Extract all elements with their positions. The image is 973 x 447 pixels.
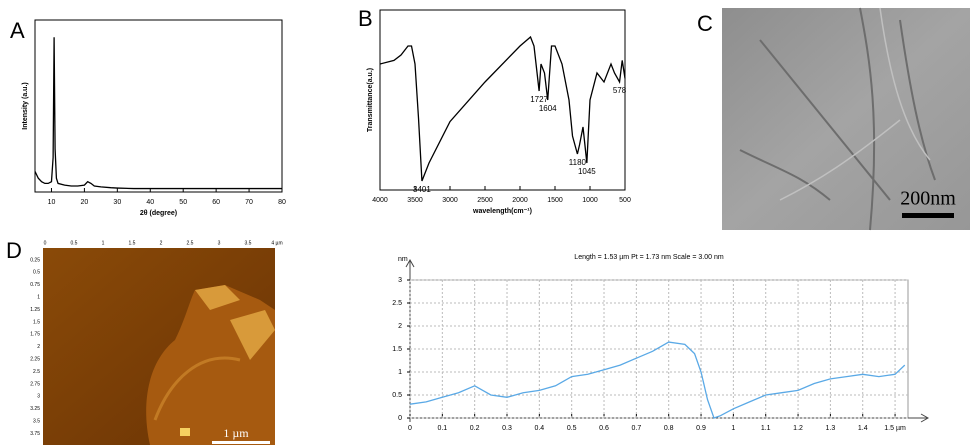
y-tick-label: 1 — [398, 369, 402, 376]
afm-tick-label: 3.5 — [245, 240, 252, 246]
x-tick-label: 4000 — [372, 197, 388, 204]
afm-tick-label: 1.25 — [30, 307, 40, 313]
x-tick-label: 60 — [212, 199, 220, 206]
x-tick-label: 2000 — [512, 197, 528, 204]
data-line — [409, 341, 906, 419]
afm-tick-label: 3.75 — [30, 431, 40, 437]
afm-tick-label: 3 — [218, 240, 221, 246]
afm-tick-label: 0.5 — [71, 240, 78, 246]
panel-label: B — [358, 6, 373, 31]
peak-label: 578 — [613, 86, 627, 95]
x-tick-label: 1000 — [582, 197, 598, 204]
peak-label: 1045 — [578, 167, 596, 176]
y-tick-label: 2.5 — [392, 300, 402, 307]
x-tick-label: 1.1 — [761, 425, 771, 432]
afm-tick-label: 2 — [37, 344, 40, 350]
tem-image: 200nm — [722, 7, 970, 231]
x-tick-label: 3500 — [407, 197, 423, 204]
data-line — [379, 35, 626, 182]
scale-bar-label: 200nm — [900, 188, 956, 210]
afm-tick-label: 4 µm — [271, 240, 282, 246]
afm-tick-label: 3 — [37, 394, 40, 400]
x-tick-label: 0.1 — [437, 425, 447, 432]
x-tick-label: 1.3 — [826, 425, 836, 432]
afm-tick-label: 2.5 — [33, 369, 40, 375]
afm-tick-label: 0.75 — [30, 282, 40, 288]
x-tick-label: 70 — [245, 199, 253, 206]
afm-tick-label: 1.75 — [30, 332, 40, 338]
afm-tick-label: 1 — [37, 295, 40, 301]
x-tick-label: 30 — [113, 199, 121, 206]
afm-tick-label: 2 — [160, 240, 163, 246]
data-line — [34, 37, 282, 190]
afm-tick-label: 1.5 — [129, 240, 136, 246]
afm-tick-label: 0 — [44, 240, 47, 246]
x-tick-label: 50 — [179, 199, 187, 206]
x-tick-label: 0.4 — [534, 425, 544, 432]
afm-image: 1 µm — [43, 248, 275, 445]
afm-tick-label: 0.5 — [33, 270, 40, 276]
y-axis-label: nm — [398, 256, 408, 263]
x-axis-label: 2θ (degree) — [140, 210, 177, 217]
x-tick-label: 1.4 — [858, 425, 868, 432]
panel-label: A — [10, 18, 25, 43]
peak-label: 1604 — [539, 104, 557, 113]
x-axis-label: wavelength(cm⁻¹) — [472, 208, 532, 215]
y-tick-label: 2 — [398, 323, 402, 330]
x-tick-label: 2500 — [477, 197, 493, 204]
y-axis-label: Intensity (a.u.) — [22, 82, 29, 129]
y-tick-label: 0 — [398, 415, 402, 422]
x-tick-label: 80 — [278, 199, 286, 206]
x-tick-label: 1 — [731, 425, 735, 432]
x-tick-label: 1500 — [547, 197, 563, 204]
afm-tick-label: 2.75 — [30, 381, 40, 387]
afm-tick-label: 3.25 — [30, 406, 40, 412]
x-tick-label: 10 — [48, 199, 56, 206]
y-tick-label: 1.5 — [392, 346, 402, 353]
scale-bar-label: 1 µm — [223, 426, 249, 440]
x-tick-label: 0.9 — [696, 425, 706, 432]
x-tick-label: 0.2 — [470, 425, 480, 432]
chart-title: Length = 1.53 µm Pt = 1.73 nm Scale = 3.… — [574, 254, 724, 261]
afm-tick-label: 1.5 — [33, 319, 40, 325]
afm-tick-label: 2.5 — [187, 240, 194, 246]
afm-tick-label: 1 — [102, 240, 105, 246]
afm-tick-label: 3.5 — [33, 419, 40, 425]
x-tick-label: 500 — [619, 197, 631, 204]
y-tick-label: 3 — [398, 277, 402, 284]
plot-frame — [34, 19, 283, 193]
x-tick-label: 0.8 — [664, 425, 674, 432]
x-tick-label: 1.5 µm — [884, 425, 906, 432]
x-tick-label: 0.3 — [502, 425, 512, 432]
peak-label: 1180 — [569, 158, 587, 167]
x-tick-label: 20 — [81, 199, 89, 206]
x-tick-label: 0.7 — [631, 425, 641, 432]
y-axis-label: Transmittance(a.u.) — [367, 68, 374, 132]
y-tick-label: 0.5 — [392, 392, 402, 399]
panel-label: C — [697, 11, 713, 36]
x-tick-label: 0 — [408, 425, 412, 432]
panel-label: D — [6, 238, 22, 263]
plot-frame — [379, 9, 626, 191]
peak-label: 1727 — [530, 95, 548, 104]
peak-label: 3401 — [413, 185, 431, 194]
afm-tick-label: 2.25 — [30, 357, 40, 363]
x-tick-label: 40 — [146, 199, 154, 206]
x-tick-label: 3000 — [442, 197, 458, 204]
x-tick-label: 0.6 — [599, 425, 609, 432]
afm-tick-label: 0.25 — [30, 257, 40, 263]
x-tick-label: 0.5 — [567, 425, 577, 432]
x-tick-label: 1.2 — [793, 425, 803, 432]
